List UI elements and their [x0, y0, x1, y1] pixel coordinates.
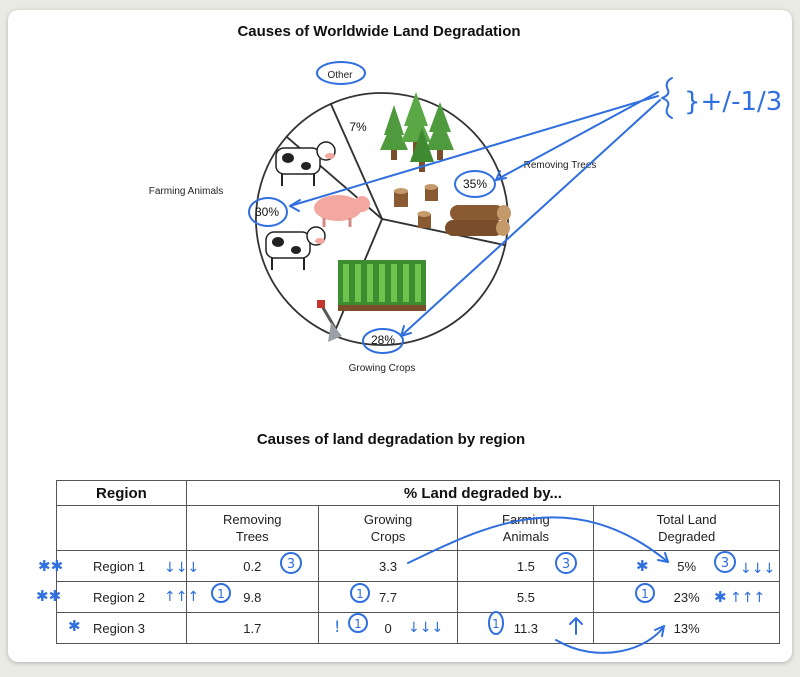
slice-label-removing-trees: Removing Trees	[524, 160, 597, 171]
table-title: Causes of land degradation by region	[257, 431, 525, 448]
table-header-region: Region	[56, 480, 187, 506]
region-table: Region % Land degraded by... Removing Tre…	[56, 480, 781, 644]
cow-illustration-bottom	[265, 226, 326, 270]
cell-total: 23%	[593, 581, 780, 613]
cell-trees: 9.8	[185, 581, 319, 613]
cell-total: 13%	[593, 612, 780, 644]
region-name: Region 1	[56, 550, 187, 582]
cell-crops: 3.3	[317, 550, 459, 582]
percent-label-other: 7%	[349, 120, 367, 134]
cell-animals: 1.5	[457, 550, 595, 582]
slice-label-other: Other	[327, 70, 353, 81]
pie-chart-title: Causes of Worldwide Land Degradation	[237, 23, 520, 40]
cell-total: 5%	[593, 550, 780, 582]
percent-label-farming-animals: 30%	[255, 205, 279, 219]
cell-animals: 11.3	[457, 612, 595, 644]
table-row: Region 3 1.7 0 11.3 13%	[56, 612, 780, 644]
table-subheader-trees: Removing Trees	[185, 505, 319, 551]
table-subheader-animals: Farming Animals	[457, 505, 595, 551]
table-row: Region 1 0.2 3.3 1.5 5%	[56, 550, 780, 582]
table-subheader-total: Total Land Degraded	[593, 505, 780, 551]
cell-animals: 5.5	[457, 581, 595, 613]
cell-crops: 7.7	[317, 581, 459, 613]
region-name: Region 2	[56, 581, 187, 613]
slice-label-growing-crops: Growing Crops	[349, 363, 416, 374]
cell-trees: 1.7	[185, 612, 319, 644]
percent-label-removing-trees: 35%	[463, 177, 487, 191]
table-header-group: % Land degraded by...	[185, 480, 781, 506]
cell-crops: 0	[317, 612, 459, 644]
cell-trees: 0.2	[185, 550, 319, 582]
table-row: Region 2 9.8 7.7 5.5 23%	[56, 581, 780, 613]
table-subheader-crops: Growing Crops	[317, 505, 459, 551]
worksheet-card: Causes of Worldwide Land Degradation	[8, 10, 792, 662]
logs-illustration	[445, 205, 511, 236]
percent-label-growing-crops: 28%	[371, 333, 395, 347]
table-header-blank	[56, 505, 187, 551]
region-name: Region 3	[56, 612, 187, 644]
slice-label-farming-animals: Farming Animals	[149, 186, 223, 197]
